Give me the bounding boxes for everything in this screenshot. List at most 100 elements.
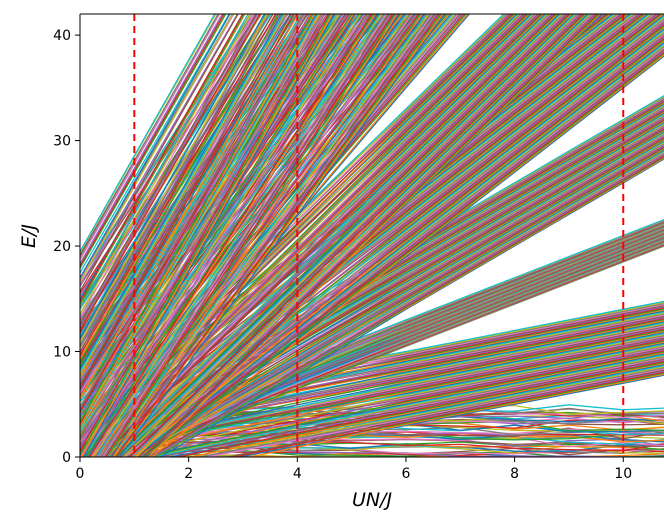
series-line <box>80 14 313 378</box>
series-line <box>80 14 255 319</box>
series-line <box>80 14 316 427</box>
series-line <box>80 346 664 456</box>
series-line <box>82 14 336 457</box>
x-tick-label: 6 <box>401 466 410 482</box>
series-line <box>98 14 553 457</box>
series-line <box>80 14 259 328</box>
series-line <box>104 14 430 457</box>
series-line <box>80 14 308 411</box>
series-line <box>152 154 664 457</box>
series-line <box>80 14 286 375</box>
series-line <box>80 14 277 356</box>
series-line <box>106 14 396 457</box>
vertical-markers <box>133 14 625 457</box>
series-line <box>80 14 249 309</box>
series-line <box>80 14 239 292</box>
series-line <box>80 14 353 438</box>
x-tick-label: 2 <box>184 466 193 482</box>
series-line <box>80 14 283 370</box>
series-line <box>80 14 323 394</box>
series-line <box>142 14 596 457</box>
series-line <box>80 14 261 331</box>
series-line <box>115 14 572 457</box>
x-tick-label: 10 <box>614 466 632 482</box>
series-line <box>80 14 505 427</box>
series-line <box>86 14 539 457</box>
series-line <box>80 14 251 310</box>
x-tick-label: 4 <box>293 466 302 482</box>
series-line <box>87 14 545 457</box>
series-line <box>115 14 444 457</box>
series-line <box>128 14 585 457</box>
series-line <box>88 14 373 457</box>
series-line <box>81 14 334 457</box>
series-line <box>110 14 438 457</box>
series-line <box>80 347 664 457</box>
series-line <box>150 54 664 457</box>
series-line <box>91 14 550 457</box>
series-line <box>224 369 664 457</box>
series-line <box>80 14 275 315</box>
series-line <box>80 14 234 283</box>
series-line <box>150 354 664 457</box>
series-line <box>169 364 664 457</box>
series-line <box>114 25 664 457</box>
series-line <box>96 14 381 457</box>
series-line <box>86 14 412 457</box>
series-line <box>80 14 274 348</box>
series-line <box>80 14 230 274</box>
series-line <box>80 14 217 253</box>
y-tick-label: 10 <box>53 345 71 361</box>
series-line <box>80 14 274 353</box>
series-line <box>147 14 602 457</box>
series-line <box>102 14 390 457</box>
series-line <box>142 52 664 457</box>
series-line <box>80 14 305 408</box>
series-line <box>134 353 664 457</box>
series-line <box>80 14 279 363</box>
x-tick-label: 0 <box>76 466 85 482</box>
series-line <box>80 14 328 448</box>
series-line <box>85 14 374 457</box>
series-line <box>80 14 252 315</box>
series-line <box>204 368 664 457</box>
series-line <box>80 14 288 377</box>
series-line <box>88 14 377 457</box>
series-line <box>133 145 664 457</box>
series-line <box>80 14 406 457</box>
series-line <box>80 14 302 401</box>
series-line <box>195 367 664 457</box>
series-line <box>80 14 257 325</box>
series-line <box>80 14 295 343</box>
series-line <box>108 14 562 457</box>
series-line <box>109 14 436 457</box>
series-line <box>80 14 234 279</box>
series-line <box>111 14 573 457</box>
series-line <box>80 14 288 335</box>
series-line <box>80 14 311 413</box>
series-line <box>127 36 664 457</box>
series-line <box>80 14 314 423</box>
series-line <box>105 23 664 457</box>
series-line <box>80 14 292 383</box>
series-line <box>80 14 319 429</box>
series-line <box>80 14 320 386</box>
series-line <box>104 14 394 457</box>
series-line <box>100 14 556 457</box>
series-line <box>80 14 227 269</box>
series-line <box>118 14 446 457</box>
series-line <box>80 14 332 456</box>
series-line <box>118 14 576 457</box>
series-line <box>80 14 262 297</box>
series-line <box>230 371 664 457</box>
series-line <box>133 14 587 457</box>
series-line <box>80 14 292 387</box>
series-line <box>115 14 575 457</box>
series-line <box>97 14 552 457</box>
series-line <box>80 14 325 442</box>
series-line <box>92 14 383 457</box>
series-line <box>80 14 231 279</box>
series-line <box>80 14 216 252</box>
series-line <box>80 14 360 449</box>
axes <box>79 13 664 458</box>
